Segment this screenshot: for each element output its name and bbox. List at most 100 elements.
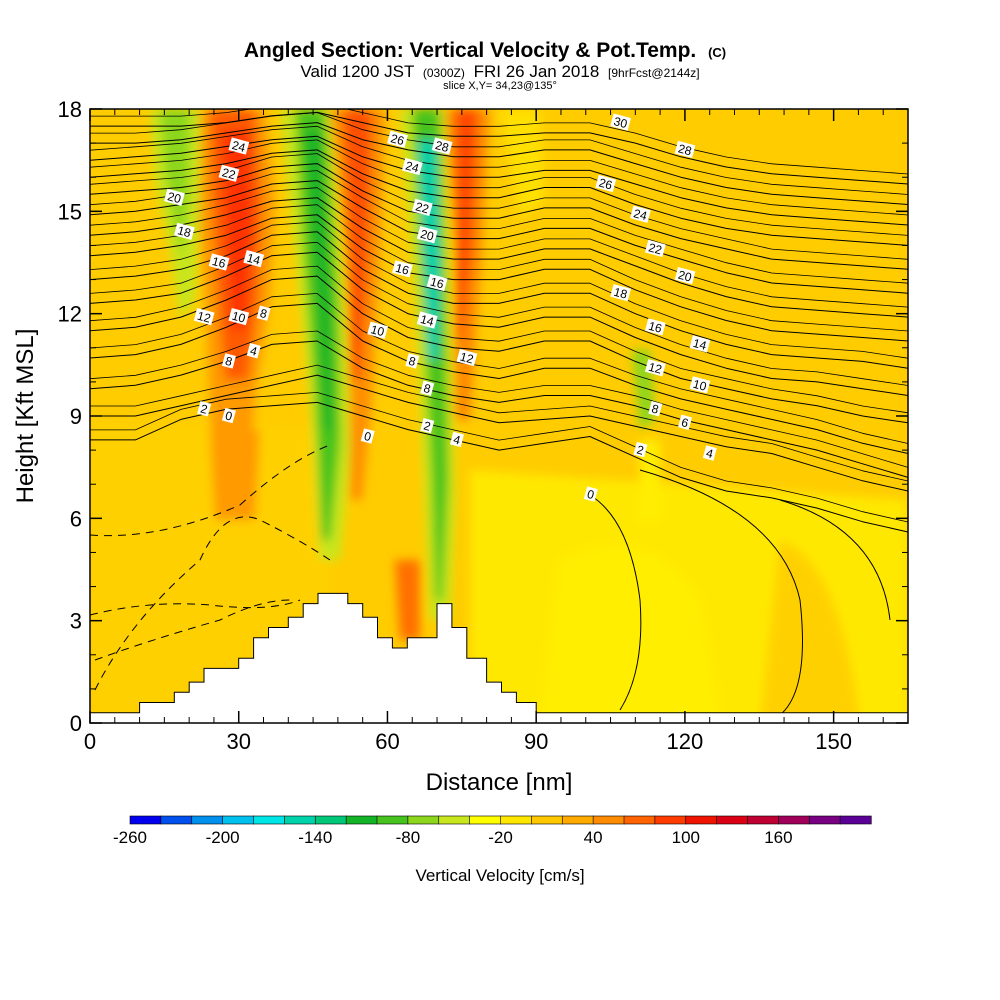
- theta-contour-minor: [90, 204, 908, 332]
- contour-label-text: 28: [434, 138, 451, 155]
- colorbar-swatch: [129, 815, 162, 825]
- contour-label-text: 0: [586, 487, 596, 502]
- contour-label-text: 10: [369, 322, 386, 339]
- contour-label: 26: [595, 174, 617, 193]
- contour-label-text: 12: [196, 309, 213, 326]
- contour-label: 24: [401, 157, 423, 176]
- colorbar-swatch: [191, 815, 224, 825]
- contour-label-text: 22: [414, 199, 431, 216]
- contour-label-text: 16: [394, 261, 411, 278]
- contour-label-text: 8: [422, 381, 432, 396]
- contour-label: 12: [193, 308, 215, 326]
- colorbar-tick-label: -140: [298, 828, 332, 847]
- contour-label-text: 4: [705, 446, 715, 461]
- contour-label: 22: [411, 198, 433, 216]
- colorbar-tick-label: -20: [488, 828, 513, 847]
- colorbar-swatch: [314, 815, 347, 825]
- contour-label-text: 6: [680, 415, 690, 430]
- contour-label-text: 24: [632, 206, 649, 223]
- colorbar-tick-label: -200: [206, 828, 240, 847]
- theta-contour-28: [90, 111, 908, 185]
- theta-contour-minor: [90, 265, 908, 414]
- contour-label: 8: [648, 401, 663, 417]
- contour-label-text: 8: [407, 354, 417, 369]
- colorbar-swatch: [592, 815, 625, 825]
- colorbar-swatch: [160, 815, 193, 825]
- contour-label-text: 8: [258, 306, 268, 321]
- theta-contour-22: [90, 149, 908, 246]
- contour-label-text: 16: [647, 319, 664, 336]
- contour-label: 8: [405, 353, 420, 369]
- x-axis-ticks: 0 30 60 90 120 150: [84, 109, 884, 754]
- contour-label: 8: [420, 380, 435, 396]
- terrain-mask: [89, 592, 909, 724]
- contour-label: 26: [387, 130, 408, 148]
- contour-label-text: 24: [404, 159, 421, 176]
- theta-contour-6: [90, 302, 908, 454]
- y-tick-label: 0: [70, 711, 82, 736]
- x-tick-label: 30: [226, 729, 250, 754]
- contour-label: 6: [678, 414, 693, 431]
- low-level-contours: [589, 469, 891, 716]
- contour-label-text: 22: [221, 165, 238, 182]
- theta-contour-26: [90, 122, 908, 205]
- velocity-field: [90, 109, 908, 723]
- colorbar-swatch: [222, 815, 255, 825]
- theta-contour-minor: [90, 170, 908, 284]
- theta-contour-8: [90, 275, 908, 424]
- contour-label: 20: [674, 267, 696, 285]
- contour-label: 22: [218, 164, 240, 182]
- contour-label-text: 26: [597, 176, 614, 193]
- contour-label-text: 10: [692, 377, 709, 394]
- x-tick-label: 0: [84, 729, 96, 754]
- contour-label: 18: [173, 222, 195, 240]
- colorbar-swatch: [407, 815, 440, 825]
- subtitle-date: FRI 26 Jan 2018: [474, 62, 600, 81]
- colorbar-swatch: [376, 815, 409, 825]
- contour-label: 0: [360, 428, 375, 444]
- colorbar-label: Vertical Velocity [cm/s]: [415, 866, 584, 885]
- x-axis-label: Distance [nm]: [426, 769, 573, 796]
- theta-contour-minor: [90, 293, 908, 444]
- contour-label-text: 2: [199, 402, 209, 417]
- contour-label: 8: [221, 353, 236, 369]
- colorbar-swatch: [469, 815, 502, 825]
- contour-label: 0: [583, 486, 598, 502]
- contour-label: 24: [630, 205, 651, 223]
- contour-label-text: 4: [249, 344, 259, 359]
- colorbar-swatch: [839, 815, 872, 825]
- x-tick-label: 150: [815, 729, 852, 754]
- colorbar-swatch: [808, 815, 841, 825]
- contour-label: 16: [426, 273, 448, 292]
- colorbar-swatch: [345, 815, 378, 825]
- contour-label: 2: [633, 441, 648, 458]
- theta-contour-minor: [90, 392, 908, 523]
- contour-label-text: 12: [459, 350, 476, 367]
- contour-label: 10: [689, 376, 711, 394]
- contour-label: 2: [197, 401, 212, 417]
- y-tick-label: 3: [70, 609, 82, 634]
- colorbar-tick-label: 160: [764, 828, 792, 847]
- contour-label-text: 20: [166, 189, 183, 206]
- colorbar: [129, 815, 872, 825]
- theta-contour-minor: [90, 330, 908, 468]
- chart-subtitle: Valid 1200 JST (0300Z) FRI 26 Jan 2018 […: [300, 62, 699, 81]
- contour-label: 28: [431, 137, 453, 155]
- theta-contour-minor: [90, 139, 908, 236]
- theta-contour-14: [90, 214, 908, 342]
- x-tick-label: 120: [667, 729, 704, 754]
- theta-contour-minor: [90, 364, 908, 482]
- theta-contour-12: [90, 231, 908, 369]
- colorbar-ticks: -260 -200 -140 -80 -20 40 100 160: [113, 828, 793, 847]
- contour-label: 20: [416, 226, 438, 244]
- contour-label: 4: [450, 431, 465, 448]
- contour-label-text: 14: [692, 336, 709, 353]
- contour-label: 28: [674, 140, 696, 158]
- contour-label-text: 16: [211, 254, 228, 271]
- subtitle-valid: Valid 1200 JST: [300, 62, 414, 81]
- contour-label: 8: [256, 305, 271, 321]
- theta-contour-18: [90, 180, 908, 294]
- y-tick-label: 15: [58, 199, 82, 224]
- colorbar-swatch: [284, 815, 316, 825]
- colorbar-swatch: [531, 815, 563, 825]
